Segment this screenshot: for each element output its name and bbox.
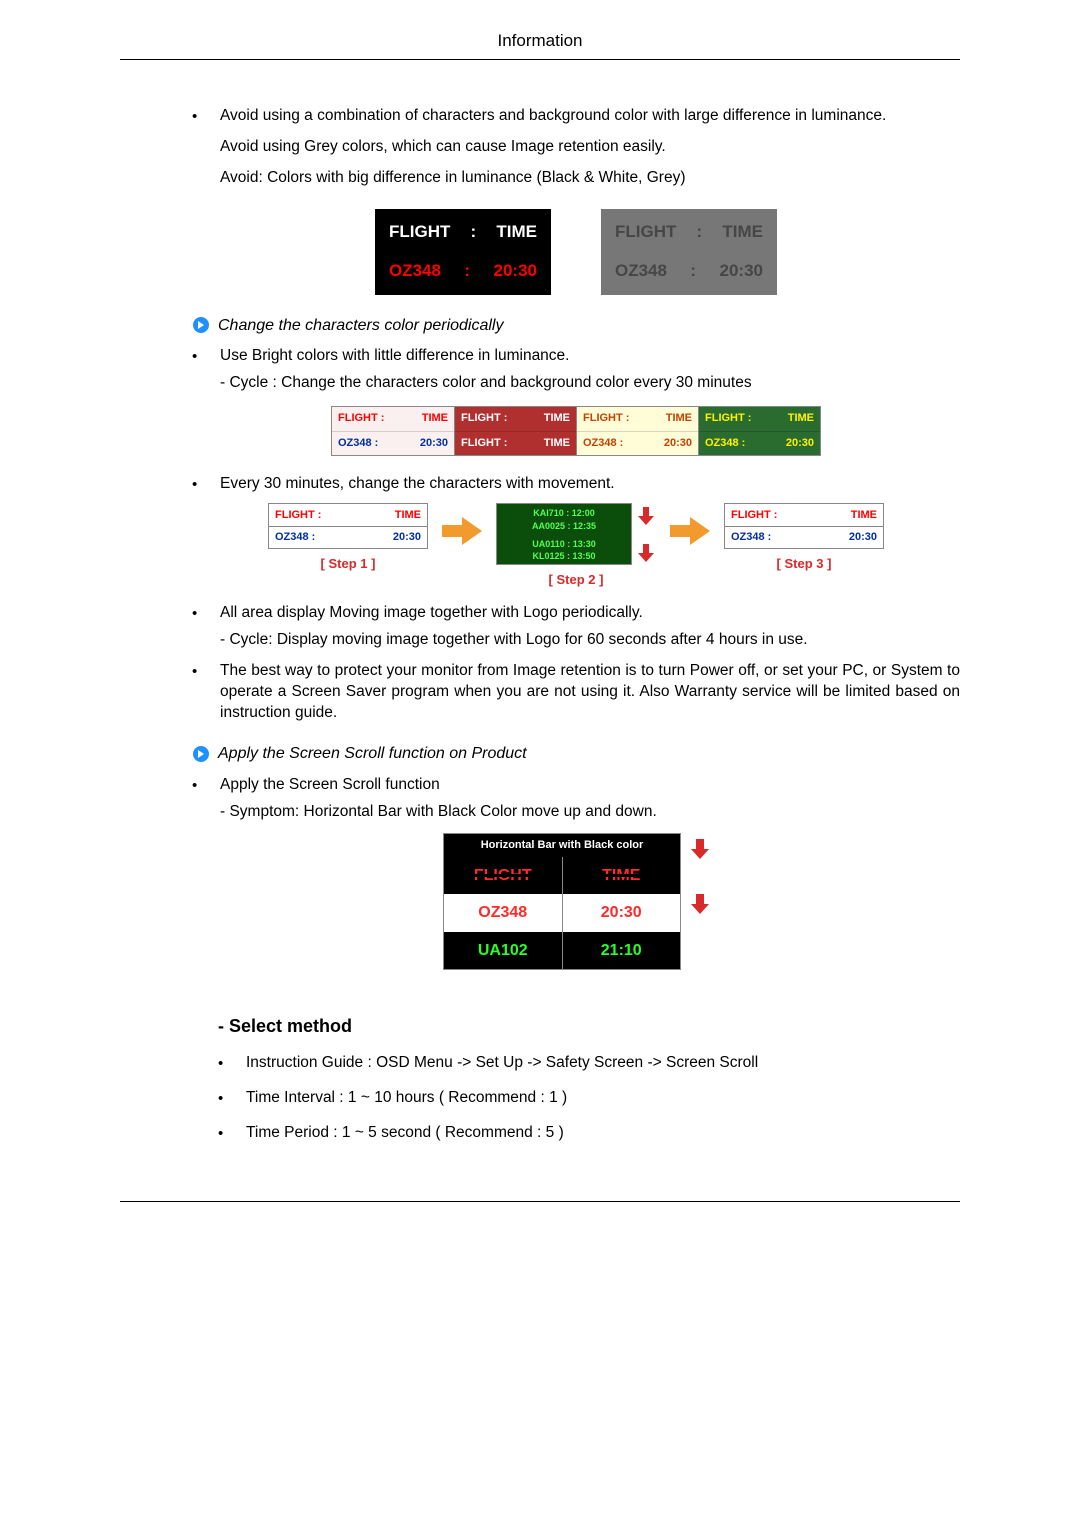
flight-sep: : (471, 221, 477, 244)
hbar-caption: Horizontal Bar with Black color (444, 834, 680, 857)
text-allarea: All area display Moving image together w… (220, 604, 643, 621)
arrow-bullet-icon (192, 745, 210, 763)
flight-time: 20:30 (494, 260, 537, 283)
bullet-dot-icon: • (192, 106, 220, 127)
bullet-apply-scroll: • Apply the Screen Scroll function - Sym… (192, 775, 960, 823)
section-heading-1: Change the characters color periodically (218, 315, 503, 337)
section-heading-2: Apply the Screen Scroll function on Prod… (218, 743, 527, 765)
flight-sep: : (697, 221, 703, 244)
text-method-3: Time Period : 1 ~ 5 second ( Recommend :… (246, 1123, 960, 1144)
bullet-method-3: • Time Period : 1 ~ 5 second ( Recommend… (218, 1123, 960, 1144)
flight-panel-grey: FLIGHT : TIME OZ348 : 20:30 (601, 209, 777, 295)
step-2-col: KAI710 : 12:00AA0025 : 12:35UA0110 : 13:… (496, 503, 656, 589)
color-cycle-tile: FLIGHT :TIMEOZ348 :20:30 (576, 407, 698, 455)
hbar-row: FLIGHTTIME (444, 857, 680, 895)
text-avoid-combo: Avoid using a combination of characters … (220, 107, 886, 124)
text-method-2: Time Interval : 1 ~ 10 hours ( Recommend… (246, 1088, 960, 1109)
flight-sep: : (690, 260, 696, 283)
hbar-table: FLIGHTTIMEOZ34820:30UA10221:10 (444, 857, 680, 970)
bullet-dot-icon: • (192, 346, 220, 367)
red-down-arrow-icon (636, 544, 656, 569)
text-allarea-cycle: - Cycle: Display moving image together w… (220, 630, 960, 651)
figure-movement-steps: FLIGHT :TIMEOZ348 :20:30 [ Step 1 ] KAI7… (192, 503, 960, 589)
flight-time: 20:30 (720, 260, 763, 283)
bullet-method-1: • Instruction Guide : OSD Menu -> Set Up… (218, 1053, 960, 1074)
step1-tile: FLIGHT :TIMEOZ348 :20:30 (268, 503, 428, 549)
bullet-dot-icon: • (192, 661, 220, 682)
step-3-col: FLIGHT :TIMEOZ348 :20:30 [ Step 3 ] (724, 503, 884, 573)
flight-label: FLIGHT (389, 221, 450, 244)
step2-tile: KAI710 : 12:00AA0025 : 12:35UA0110 : 13:… (496, 503, 632, 565)
flight-sep: : (464, 260, 470, 283)
bullet-avoid-combo: • Avoid using a combination of character… (192, 106, 960, 189)
color-cycle-tile: FLIGHT :TIMEOZ348 :20:30 (332, 407, 454, 455)
red-down-arrow-icon (691, 839, 709, 866)
header-divider (120, 59, 960, 60)
bullet-allarea: • All area display Moving image together… (192, 603, 960, 651)
text-method-1: Instruction Guide : OSD Menu -> Set Up -… (246, 1053, 960, 1074)
flight-panel-dark: FLIGHT : TIME OZ348 : 20:30 (375, 209, 551, 295)
text-avoid-colors: Avoid: Colors with big difference in lum… (220, 168, 960, 189)
bullet-dot-icon: • (192, 603, 220, 624)
bullet-dot-icon: • (218, 1088, 246, 1109)
red-down-arrow-icon (636, 507, 656, 532)
bullet-dot-icon: • (218, 1053, 246, 1074)
text-bestway: The best way to protect your monitor fro… (220, 661, 960, 724)
color-cycle-tile: FLIGHT :TIMEOZ348 :20:30 (698, 407, 820, 455)
flight-label: FLIGHT (615, 221, 676, 244)
step3-tile: FLIGHT :TIMEOZ348 :20:30 (724, 503, 884, 549)
bullet-dot-icon: • (192, 474, 220, 495)
step-2-label: [ Step 2 ] (496, 571, 656, 589)
time-label: TIME (496, 221, 537, 244)
step-1-col: FLIGHT :TIMEOZ348 :20:30 [ Step 1 ] (268, 503, 428, 573)
figure-horizontal-bar: Horizontal Bar with Black color FLIGHTTI… (192, 833, 960, 971)
hbar-row: UA10221:10 (444, 932, 680, 970)
section-screen-scroll: Apply the Screen Scroll function on Prod… (192, 743, 960, 765)
fat-arrow-icon (442, 503, 482, 552)
time-label: TIME (722, 221, 763, 244)
bullet-dot-icon: • (218, 1123, 246, 1144)
select-method-block: - Select method (218, 984, 960, 1038)
text-avoid-grey: Avoid using Grey colors, which can cause… (220, 137, 960, 158)
bullet-method-2: • Time Interval : 1 ~ 10 hours ( Recomme… (218, 1088, 960, 1109)
hbar-red-arrows (691, 833, 709, 921)
select-method-heading: - Select method (218, 1014, 960, 1038)
text-symptom: - Symptom: Horizontal Bar with Black Col… (220, 802, 960, 823)
hbar-row: OZ34820:30 (444, 894, 680, 932)
text-apply-scroll: Apply the Screen Scroll function (220, 776, 440, 793)
bullet-bestway: • The best way to protect your monitor f… (192, 661, 960, 724)
hbar-box: Horizontal Bar with Black color FLIGHTTI… (443, 833, 681, 971)
bullet-every30: • Every 30 minutes, change the character… (192, 474, 960, 495)
section-change-color: Change the characters color periodically (192, 315, 960, 337)
step-3-label: [ Step 3 ] (724, 555, 884, 573)
text-bright: Use Bright colors with little difference… (220, 347, 569, 364)
flight-code: OZ348 (615, 260, 667, 283)
bullet-dot-icon: • (192, 775, 220, 796)
text-cycle30: - Cycle : Change the characters color an… (220, 373, 960, 394)
bullet-bright: • Use Bright colors with little differen… (192, 346, 960, 394)
figure-color-cycle-tiles: FLIGHT :TIMEOZ348 :20:30FLIGHT :TIMEFLIG… (331, 406, 821, 456)
text-every30: Every 30 minutes, change the characters … (220, 474, 960, 495)
flight-code: OZ348 (389, 260, 441, 283)
footer-divider (120, 1201, 960, 1202)
page-header-title: Information (120, 30, 960, 59)
step-1-label: [ Step 1 ] (268, 555, 428, 573)
color-cycle-tile: FLIGHT :TIMEFLIGHT :TIME (454, 407, 576, 455)
arrow-bullet-icon (192, 316, 210, 334)
red-down-arrow-icon (691, 894, 709, 921)
fat-arrow-icon (670, 503, 710, 552)
figure-flight-panels: FLIGHT : TIME OZ348 : 20:30 FLIGHT : TIM… (192, 209, 960, 295)
